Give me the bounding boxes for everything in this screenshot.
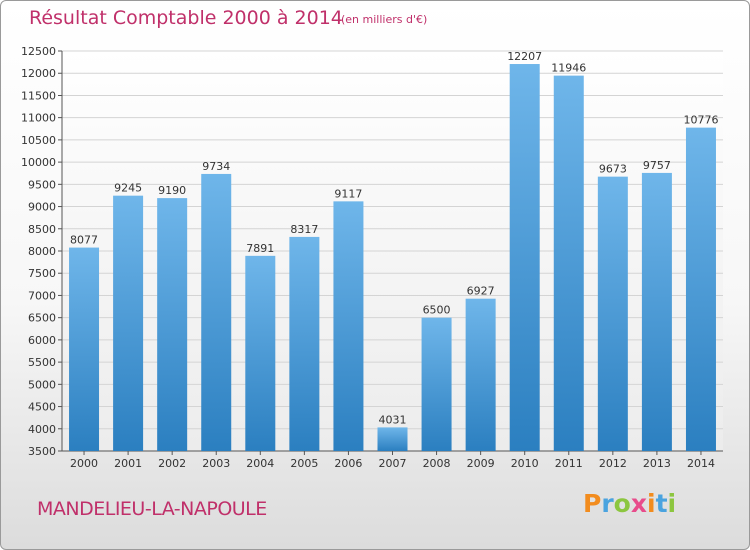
y-tick-label: 10500: [21, 134, 56, 147]
y-tick-label: 8000: [28, 245, 56, 258]
bar-value-label: 12207: [507, 50, 542, 63]
bar-chart: 3500 4000 4500 5000 5500 6000 6500 7000 7500 8000…: [21, 45, 723, 470]
bar-value-label: 9190: [158, 184, 186, 197]
bar-value-label: 6927: [467, 285, 495, 298]
bar-2008: [421, 317, 452, 451]
y-tick-label: 5000: [28, 378, 56, 391]
bar-value-label: 6500: [423, 304, 451, 317]
bar-2009: [465, 298, 496, 451]
bar-2002: [157, 198, 188, 451]
y-tick-label: 10000: [21, 156, 56, 169]
bar-value-label: 9734: [202, 160, 230, 173]
y-tick-label: 8500: [28, 223, 56, 236]
bar-2010: [509, 64, 540, 451]
y-tick-label: 9500: [28, 178, 56, 191]
y-tick-label: 7500: [28, 267, 56, 280]
bar-2003: [201, 173, 232, 451]
x-tick-label: 2009: [467, 457, 495, 470]
bar-2001: [113, 195, 144, 451]
x-tick-label: 2002: [158, 457, 186, 470]
commune-name: MANDELIEU-LA-NAPOULE: [37, 498, 267, 520]
logo-letter: t: [655, 489, 668, 518]
bar-2006: [333, 201, 364, 451]
x-tick-label: 2008: [423, 457, 451, 470]
bar-2005: [289, 236, 320, 451]
bar-value-label: 8317: [290, 223, 318, 236]
x-tick-label: 2001: [114, 457, 142, 470]
logo-letter: r: [601, 489, 614, 518]
y-tick-label: 9000: [28, 201, 56, 214]
x-tick-label: 2010: [511, 457, 539, 470]
y-tick-label: 4000: [28, 423, 56, 436]
logo-letter: i: [667, 489, 677, 518]
chart-subtitle: (en milliers d'€): [341, 13, 428, 26]
x-tick-label: 2006: [334, 457, 362, 470]
logo-letter: P: [583, 489, 602, 518]
bar-value-label: 9673: [599, 163, 627, 176]
x-tick-label: 2013: [643, 457, 671, 470]
bar-value-label: 11946: [551, 62, 586, 75]
y-tick-label: 5500: [28, 356, 56, 369]
y-tick-label: 6000: [28, 334, 56, 347]
bar-value-label: 8077: [70, 234, 98, 247]
bar-2013: [641, 172, 672, 451]
y-tick-label: 3500: [28, 445, 56, 458]
x-tick-label: 2014: [687, 457, 715, 470]
logo-letter: o: [613, 489, 631, 518]
bar-value-label: 9757: [643, 159, 671, 172]
bar-2011: [553, 75, 584, 451]
logo-letter: x: [630, 489, 647, 518]
bar-value-label: 9117: [334, 187, 362, 200]
chart-title: Résultat Comptable 2000 à 2014: [29, 7, 343, 29]
bar-value-label: 7891: [246, 242, 274, 255]
x-tick-label: 2004: [246, 457, 274, 470]
bar-2007: [377, 427, 408, 451]
bar-value-label: 9245: [114, 182, 142, 195]
bar-2000: [69, 247, 100, 451]
bar-value-label: 10776: [683, 114, 718, 127]
y-tick-label: 11000: [21, 112, 56, 125]
bar-2012: [597, 176, 628, 451]
proxiti-logo[interactable]: Proxiti: [583, 489, 676, 518]
y-tick-label: 12000: [21, 67, 56, 80]
bar-2004: [245, 255, 276, 451]
x-tick-label: 2005: [290, 457, 318, 470]
bar-value-label: 4031: [379, 413, 407, 426]
x-tick-label: 2000: [70, 457, 98, 470]
x-tick-label: 2003: [202, 457, 230, 470]
y-tick-label: 7000: [28, 289, 56, 302]
y-tick-label: 6500: [28, 312, 56, 325]
y-tick-label: 11500: [21, 89, 56, 102]
bar-2014: [685, 127, 716, 451]
logo-letter: i: [647, 489, 656, 518]
x-tick-label: 2012: [599, 457, 627, 470]
y-tick-label: 12500: [21, 45, 56, 58]
x-tick-label: 2011: [555, 457, 583, 470]
x-tick-label: 2007: [379, 457, 407, 470]
y-tick-label: 4500: [28, 401, 56, 414]
